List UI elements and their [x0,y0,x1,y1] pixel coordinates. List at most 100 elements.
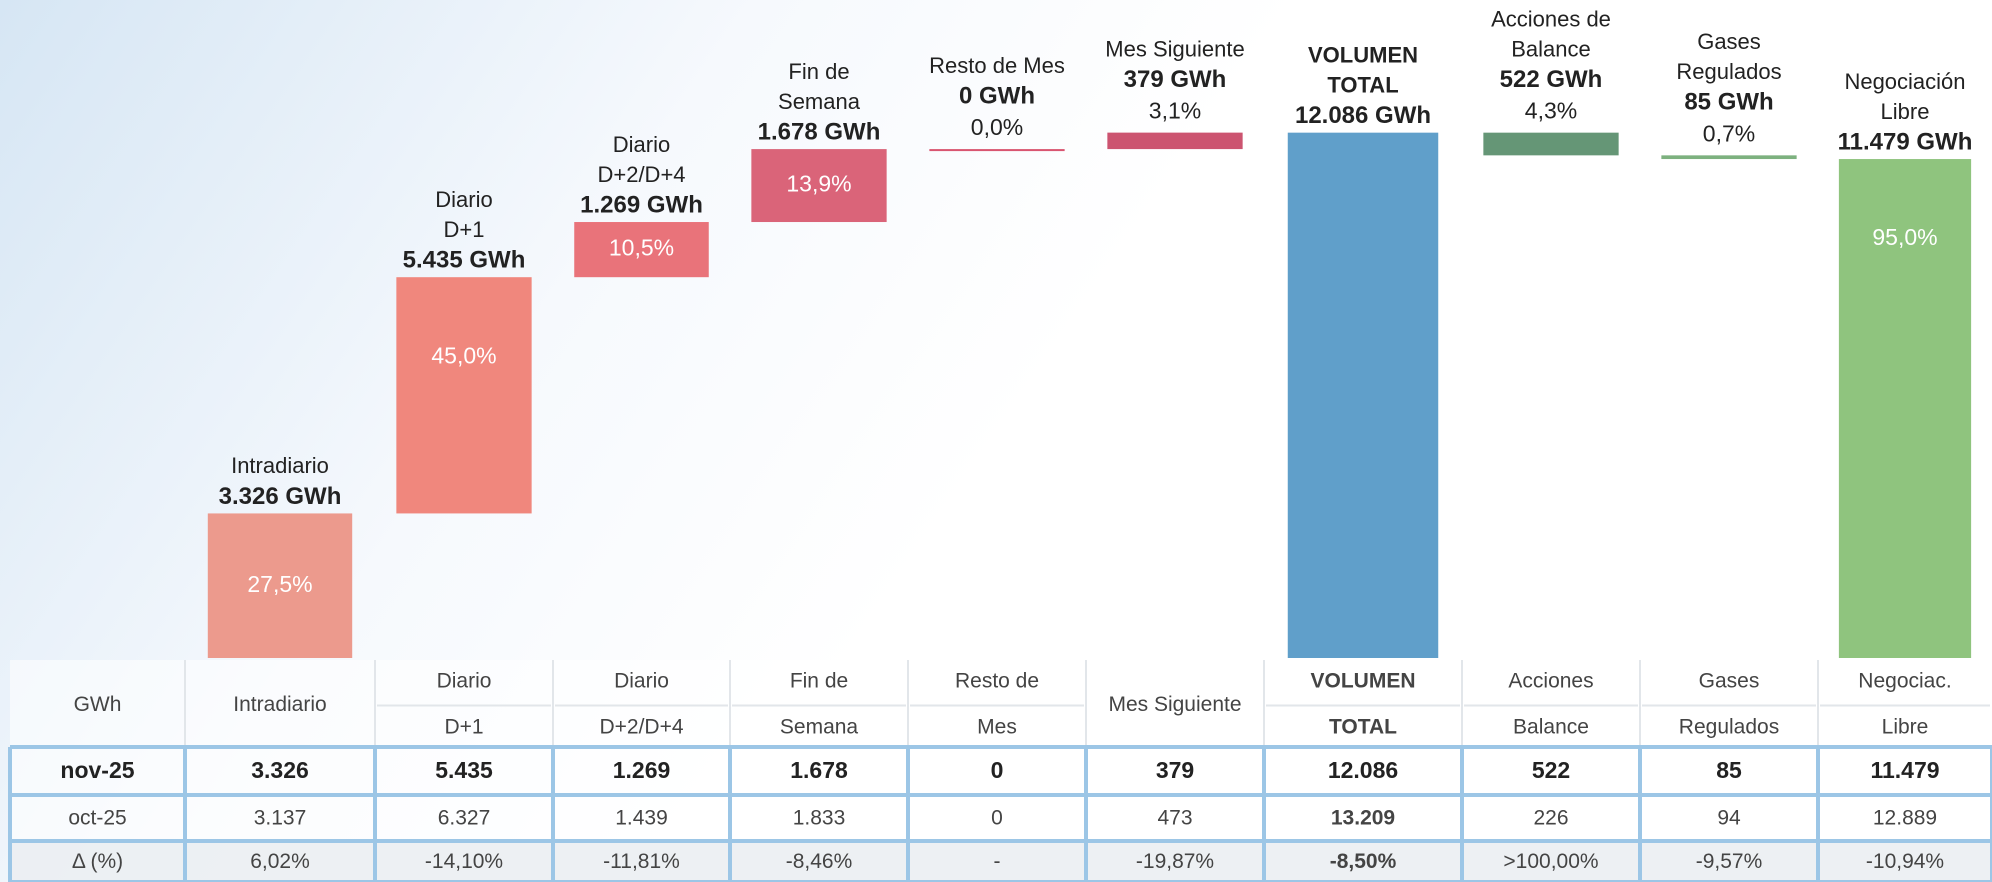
table-cell: 11.479 [1870,757,1939,783]
table-row-bg [10,841,1992,882]
category-label: VOLUMEN [1308,42,1418,67]
bar [396,277,532,514]
table-header: Mes Siguiente [1108,693,1241,716]
percentage-label: 10,5% [609,235,674,261]
table-cell: oct-25 [68,807,126,830]
category-label: Fin de [788,59,849,84]
category-label: Acciones de [1491,6,1611,31]
category-label: Intradiario [231,453,329,478]
table-cell: 379 [1156,757,1194,783]
table-cell: -10,94% [1866,850,1944,873]
bar [1838,159,1972,658]
table-cell: 5.435 [435,757,493,783]
table-cell: 6,02% [250,850,310,873]
table-header: Resto de [955,670,1039,693]
category-label: Negociación [1844,69,1965,94]
table-cell: 12.889 [1873,807,1937,830]
table-cell: 0 [991,807,1003,830]
table-header: VOLUMEN [1311,670,1416,693]
table-header: GWh [74,693,122,716]
percentage-label: 0,7% [1703,120,1755,146]
table-header: Regulados [1679,716,1779,739]
table-cell: 1.678 [790,757,848,783]
table-cell: -9,57% [1696,850,1763,873]
table-cell: 13.209 [1331,807,1395,830]
table-cell: 3.326 [251,757,309,783]
table-cell: 3.137 [254,807,307,830]
table-cell: -14,10% [425,850,503,873]
table-cell: 85 [1716,757,1742,783]
category-label: Mes Siguiente [1105,36,1244,61]
table-row-bg [10,795,1992,841]
percentage-label: 4,3% [1525,98,1577,124]
value-label: 1.269 GWh [580,191,703,218]
category-label: Libre [1881,99,1930,124]
table-cell: 226 [1533,807,1568,830]
bar [751,149,887,223]
table-cell: nov-25 [60,757,134,783]
table-cell: 1.269 [613,757,671,783]
bar [929,149,1065,152]
table-cell: 1.833 [793,807,846,830]
table-cell: 6.327 [438,807,491,830]
table-cell: 1.439 [615,807,668,830]
table-cell: -11,81% [603,850,680,873]
value-label: 1.678 GWh [758,118,881,145]
table-header: Mes [977,716,1017,739]
category-label: Resto de Mes [929,53,1065,78]
category-label: Balance [1511,36,1591,61]
bar [1107,132,1243,150]
category-label: Gases [1697,29,1761,54]
percentage-label: 27,5% [247,571,312,597]
percentage-label: 45,0% [431,342,496,368]
table-header: Intradiario [233,693,326,716]
percentage-label: 0,0% [971,114,1023,140]
table-header-bg [10,660,1992,747]
table-header: Libre [1882,716,1929,739]
percentage-label: 3,1% [1149,98,1201,124]
percentage-label: 95,0% [1872,224,1937,250]
value-label: 3.326 GWh [219,483,342,510]
category-label: Diario [435,187,492,212]
table-header: Diario [437,670,492,693]
table-header: Acciones [1508,670,1593,693]
category-label: Regulados [1676,59,1781,84]
table-header: D+2/D+4 [599,716,683,739]
value-label: 379 GWh [1124,66,1227,93]
value-label: 522 GWh [1500,66,1603,93]
bar [1661,155,1797,160]
table-cell: - [994,850,1001,873]
category-label: Semana [778,89,861,114]
table-header: Gases [1699,670,1760,693]
category-label: Diario [613,132,670,157]
table-cell: -8,46% [786,850,853,873]
table-cell: 473 [1157,807,1192,830]
table-cell: 0 [991,757,1004,783]
percentage-label: 13,9% [786,171,851,197]
table-header: D+1 [444,716,483,739]
table-header: Diario [614,670,669,693]
table-cell: 94 [1717,807,1741,830]
category-label: D+2/D+4 [597,162,685,187]
table-header: TOTAL [1329,716,1397,739]
value-label: 5.435 GWh [403,247,526,274]
table-header: Semana [780,716,859,739]
bar [207,513,353,658]
bar [1483,132,1619,156]
table-header: Negociac. [1858,670,1951,693]
table-header: Fin de [790,670,848,693]
table-row-bg [10,747,1992,795]
value-label: 0 GWh [959,82,1035,109]
value-label: 12.086 GWh [1295,102,1431,129]
category-label: D+1 [444,217,485,242]
table-cell: 522 [1532,757,1570,783]
table-cell: -8,50% [1330,850,1397,873]
value-label: 85 GWh [1684,89,1773,116]
bar [574,222,709,278]
table-cell: -19,87% [1136,850,1214,873]
category-label: TOTAL [1327,72,1398,97]
value-label: 11.479 GWh [1838,128,1973,155]
table-cell: 12.086 [1328,757,1398,783]
